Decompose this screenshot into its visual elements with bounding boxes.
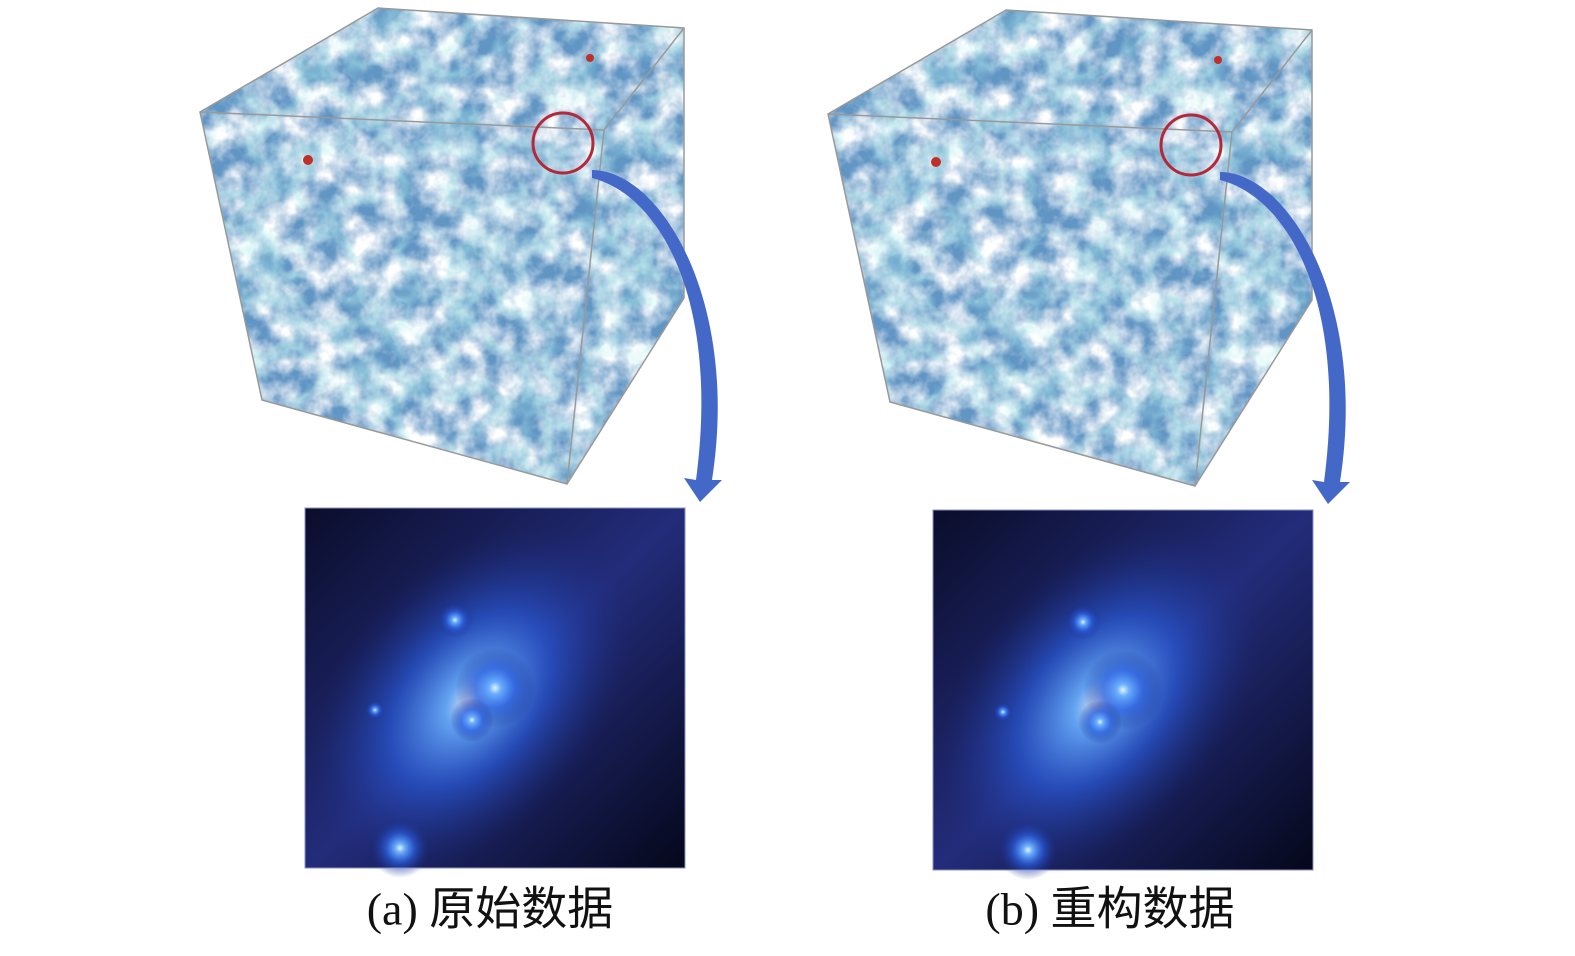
- panel-reconstructed: [818, 2, 1350, 939]
- caption: (a) 原始数据: [367, 884, 614, 935]
- panel-original: [190, 0, 722, 937]
- caption: (b) 重构数据: [985, 884, 1234, 935]
